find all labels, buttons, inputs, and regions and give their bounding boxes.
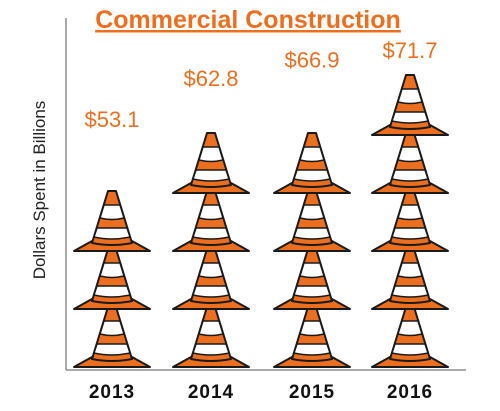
traffic-cone-icon — [273, 190, 351, 252]
category-label: 2015 — [289, 382, 335, 403]
chart-title: Commercial Construction — [95, 6, 401, 34]
value-label: $71.7 — [382, 38, 437, 63]
traffic-cone-icon — [172, 190, 250, 252]
traffic-cone-icon — [73, 190, 151, 252]
traffic-cone-icon — [73, 306, 151, 368]
traffic-cone-icon — [371, 132, 449, 194]
category-label: 2014 — [188, 382, 234, 403]
traffic-cone-icon — [172, 248, 250, 310]
traffic-cone-icon — [371, 74, 449, 136]
traffic-cone-icon — [371, 190, 449, 252]
y-axis-label: Dollars Spent in Billions — [30, 101, 49, 280]
value-label: $62.8 — [183, 66, 238, 91]
category-label: 2013 — [89, 382, 135, 403]
value-label: $53.1 — [84, 107, 139, 132]
traffic-cone-icon — [73, 248, 151, 310]
partial-traffic-cone-icon — [273, 75, 351, 136]
category-label: 2016 — [387, 382, 433, 403]
partial-traffic-cone-icon — [73, 135, 151, 194]
traffic-cone-icon — [273, 306, 351, 368]
traffic-cone-icon — [273, 248, 351, 310]
traffic-cone-icon — [371, 306, 449, 368]
cone-stacks: $53.1 2013 $62.8 2014 $66.9 2015 $71.7 2016 — [73, 38, 449, 403]
traffic-cone-icon — [172, 306, 250, 368]
traffic-cone-icon — [371, 248, 449, 310]
traffic-cone-icon — [273, 132, 351, 194]
value-label: $66.9 — [284, 47, 339, 72]
traffic-cone-icon — [172, 132, 250, 194]
